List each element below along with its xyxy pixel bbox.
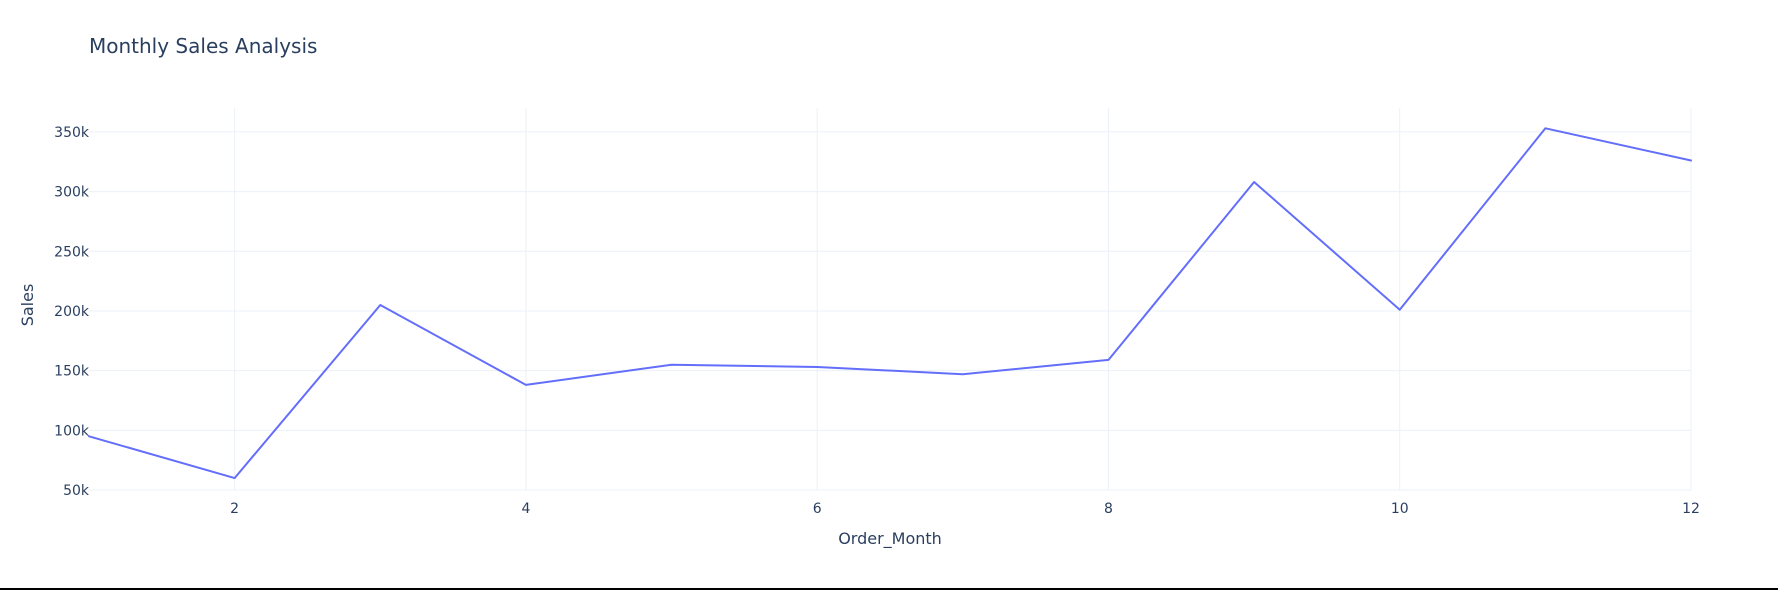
y-tick-label: 250k bbox=[54, 244, 90, 260]
x-tick-label: 2 bbox=[230, 501, 239, 517]
x-axis-title: Order_Month bbox=[838, 529, 942, 549]
chart-title: Monthly Sales Analysis bbox=[89, 34, 317, 58]
x-tick-label: 10 bbox=[1391, 501, 1409, 517]
y-tick-label: 100k bbox=[54, 423, 90, 439]
x-tick-label: 8 bbox=[1104, 501, 1113, 517]
y-tick-label: 350k bbox=[54, 125, 90, 141]
y-tick-label: 150k bbox=[54, 364, 90, 380]
y-gridlines bbox=[89, 131, 1691, 491]
x-tick-label: 4 bbox=[521, 501, 530, 517]
series-layer bbox=[88, 127, 1692, 480]
y-tick-label: 300k bbox=[54, 185, 90, 201]
y-tick-labels: 50k 100k 150k 200k 250k 300k 350k bbox=[54, 125, 90, 499]
x-tick-labels: 2 4 6 8 10 12 bbox=[230, 501, 1700, 517]
x-tick-label: 6 bbox=[813, 501, 822, 517]
x-tick-label: 12 bbox=[1682, 501, 1700, 517]
y-tick-label: 50k bbox=[63, 483, 90, 499]
y-axis-title: Sales bbox=[18, 284, 37, 327]
x-gridlines bbox=[234, 108, 1692, 490]
y-tick-label: 200k bbox=[54, 304, 90, 320]
series-line[interactable] bbox=[88, 127, 1692, 480]
